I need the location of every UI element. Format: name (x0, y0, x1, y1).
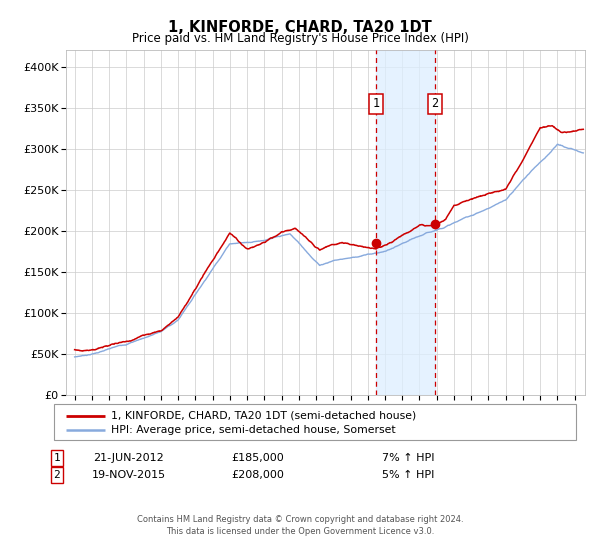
Text: HPI: Average price, semi-detached house, Somerset: HPI: Average price, semi-detached house,… (111, 425, 395, 435)
Text: 5% ↑ HPI: 5% ↑ HPI (382, 470, 434, 480)
Text: 7% ↑ HPI: 7% ↑ HPI (382, 453, 434, 463)
Text: 2: 2 (431, 97, 438, 110)
Text: 21-JUN-2012: 21-JUN-2012 (94, 453, 164, 463)
Text: £208,000: £208,000 (232, 470, 284, 480)
Text: 1, KINFORDE, CHARD, TA20 1DT: 1, KINFORDE, CHARD, TA20 1DT (168, 20, 432, 35)
Text: Price paid vs. HM Land Registry's House Price Index (HPI): Price paid vs. HM Land Registry's House … (131, 32, 469, 45)
Text: 19-NOV-2015: 19-NOV-2015 (92, 470, 166, 480)
Text: 1, KINFORDE, CHARD, TA20 1DT (semi-detached house): 1, KINFORDE, CHARD, TA20 1DT (semi-detac… (111, 410, 416, 421)
Text: This data is licensed under the Open Government Licence v3.0.: This data is licensed under the Open Gov… (166, 528, 434, 536)
Text: 2: 2 (53, 470, 61, 480)
Text: 1: 1 (53, 453, 61, 463)
Text: Contains HM Land Registry data © Crown copyright and database right 2024.: Contains HM Land Registry data © Crown c… (137, 515, 463, 524)
Text: 1: 1 (372, 97, 379, 110)
Text: £185,000: £185,000 (232, 453, 284, 463)
Bar (376, 50, 434, 395)
